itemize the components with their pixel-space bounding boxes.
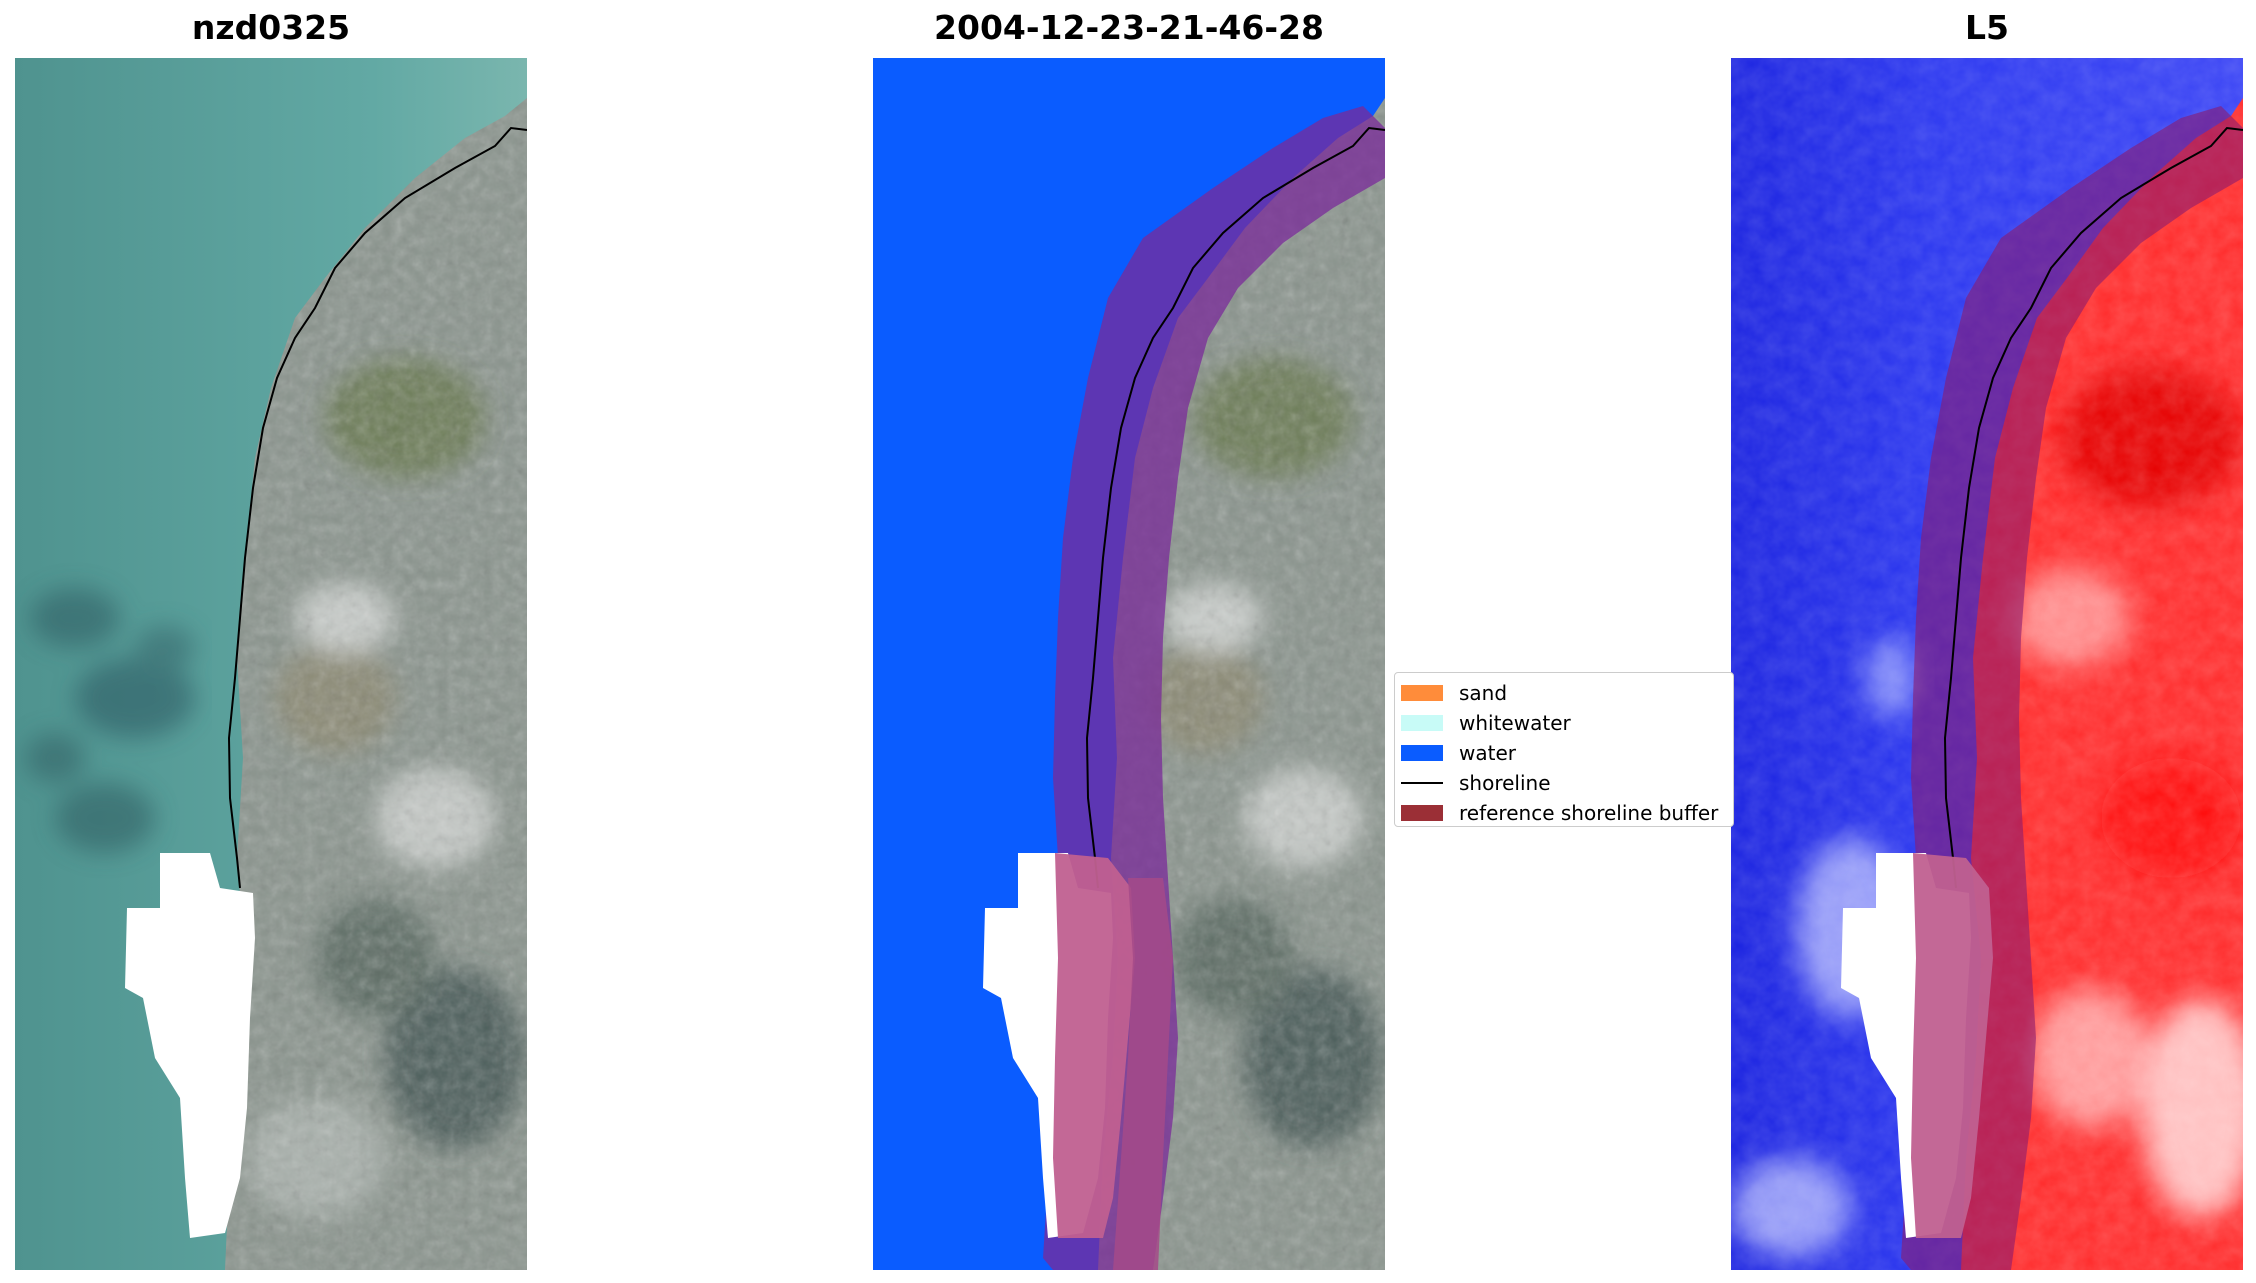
panel-title-classified: 2004-12-23-21-46-28 [934, 8, 1324, 47]
legend-label: whitewater [1459, 711, 1571, 735]
legend-item-reference-shoreline-buffer: reference shoreline buffer [1401, 798, 1733, 828]
classified-image [873, 58, 1385, 1270]
cloud-mask [125, 853, 255, 1238]
legend-label: sand [1459, 681, 1508, 705]
panel-title-index: L5 [1965, 8, 2009, 47]
index-image [1731, 58, 2243, 1270]
panel-title-rgb: nzd0325 [191, 8, 351, 47]
legend: sand whitewater water shoreline referenc… [1394, 672, 1734, 827]
water-swatch [1401, 745, 1443, 761]
sand-swatch [1401, 685, 1443, 701]
legend-label: water [1459, 741, 1516, 765]
legend-label: reference shoreline buffer [1459, 801, 1719, 825]
legend-item-sand: sand [1401, 678, 1733, 708]
legend-item-shoreline: shoreline [1401, 768, 1733, 798]
legend-item-whitewater: whitewater [1401, 708, 1733, 738]
rgb-satellite-image [15, 58, 527, 1270]
legend-label: shoreline [1459, 771, 1551, 795]
buffer-swatch [1401, 805, 1443, 821]
shoreline-line-swatch [1401, 782, 1443, 784]
whitewater-swatch [1401, 715, 1443, 731]
legend-item-water: water [1401, 738, 1733, 768]
